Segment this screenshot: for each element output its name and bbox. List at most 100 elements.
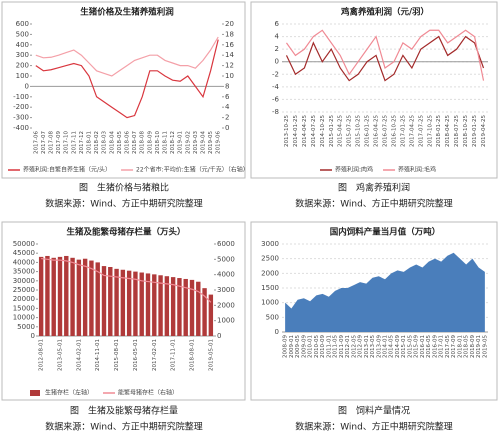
y2-tick-label: 2 xyxy=(225,114,229,122)
y2-tick-label: 18 xyxy=(225,30,234,38)
bar xyxy=(45,255,50,336)
x-tick-label: 2018-02 xyxy=(94,131,100,154)
x-tick-label: 2018-06 xyxy=(125,131,131,154)
y2-tick-label: 10 xyxy=(225,72,234,80)
bar xyxy=(139,272,144,336)
x-tick-label: 2014-01 xyxy=(383,335,389,358)
x-tick-label: 2018-01 xyxy=(87,131,93,154)
y-tick-label: 400 xyxy=(16,41,29,49)
x-tick-label: 2018-08-01 xyxy=(190,339,196,371)
x-tick-label: 2017-01 xyxy=(439,335,445,358)
bar xyxy=(202,288,207,336)
x-tick-label: 2013-09 xyxy=(376,335,382,358)
x-tick-label: 2014-07-25 xyxy=(311,115,317,147)
y2-tick-label: 20 xyxy=(225,20,234,28)
x-tick-label: 2014-01-25 xyxy=(293,115,299,147)
y-tick-label: 10000 xyxy=(13,314,35,322)
x-tick-label: 2009-05 xyxy=(295,335,301,358)
y2-tick-label: 16 xyxy=(225,41,234,49)
line xyxy=(35,36,219,77)
y2-tick-label: 8 xyxy=(225,82,229,90)
bar xyxy=(89,260,94,336)
y-tick-label: 50000 xyxy=(13,240,35,248)
bar xyxy=(158,275,163,336)
legend-label: 生猪存栏（左轴） xyxy=(45,389,93,397)
x-tick-label: 2016-05-01 xyxy=(133,339,139,371)
y-tick-label: 3000 xyxy=(261,240,279,248)
y-tick-label: 600 xyxy=(16,20,29,28)
x-tick-label: 2017-02-01 xyxy=(152,339,158,371)
x-tick-label: 2018-01 xyxy=(457,335,463,358)
y2-tick-label: 1000 xyxy=(217,317,235,325)
y2-tick-label: 0 xyxy=(225,124,229,132)
bar xyxy=(108,267,113,336)
x-tick-label: 2019-03 xyxy=(193,131,199,154)
source: 数据来源：Wind、方正中期研究院整理 xyxy=(45,421,203,433)
x-tick-label: 2016-09 xyxy=(432,335,438,358)
line xyxy=(285,29,485,81)
bar xyxy=(189,279,195,336)
bar xyxy=(64,255,69,336)
y2-tick-label: 0 xyxy=(217,332,221,340)
y-tick-label: -6 xyxy=(272,95,280,103)
bar xyxy=(145,273,151,336)
bar xyxy=(170,277,176,336)
x-tick-label: 2015-09 xyxy=(414,335,420,358)
y-tick-label: 1000 xyxy=(261,299,279,307)
y-tick-label: 25000 xyxy=(13,286,35,294)
legend-label: 22个省市:平均价:生猪（元/千克）（右轴） xyxy=(136,166,249,174)
bar xyxy=(114,268,119,336)
y-tick-label: 500 xyxy=(266,313,279,321)
x-tick-label: 2014-05 xyxy=(389,335,395,358)
y-tick-label: 20000 xyxy=(13,295,35,303)
x-tick-label: 2017-04-25 xyxy=(409,115,415,147)
bar xyxy=(57,256,63,336)
chart-title: 生猪及能繁母猪存栏量（万头） xyxy=(66,227,185,238)
chart-title: 生猪价格及生猪养殖利润 xyxy=(80,7,174,18)
x-tick-label: 2013-10-25 xyxy=(284,115,290,147)
y2-tick-label: 14 xyxy=(225,51,234,59)
caption: 图 鸡禽养殖利润 xyxy=(338,182,410,194)
y-tick-label: -200 xyxy=(13,103,29,111)
y-tick-label: 30000 xyxy=(13,277,35,285)
y-tick-label: 0 xyxy=(275,328,279,336)
x-tick-label: 2017-09 xyxy=(451,335,457,358)
x-tick-label: 2016-01 xyxy=(420,335,426,358)
x-tick-label: 2014-02-01 xyxy=(76,339,82,371)
bar xyxy=(76,259,82,336)
x-tick-label: 2017-11-01 xyxy=(171,339,177,371)
y-tick-label: 1500 xyxy=(261,284,279,292)
bar xyxy=(101,266,107,336)
bar xyxy=(70,257,75,336)
caption: 图 生猪价格与猪粮比 xyxy=(79,182,169,194)
panel-frame xyxy=(250,1,498,179)
y-tick-label: 5000 xyxy=(17,323,35,331)
y2-tick-label: 4000 xyxy=(217,271,235,279)
panel-frame xyxy=(1,221,246,401)
x-tick-label: 2019-01-25 xyxy=(472,115,478,147)
x-tick-label: 2017-12 xyxy=(79,131,85,154)
y2-tick-label: 3000 xyxy=(217,286,235,294)
y-tick-label: -300 xyxy=(13,114,29,122)
bar xyxy=(51,257,56,336)
x-tick-label: 2009-01 xyxy=(289,335,295,358)
y-tick-label: 0 xyxy=(25,82,29,90)
x-tick-label: 2018-09 xyxy=(147,131,153,154)
panel-frame xyxy=(1,1,246,179)
x-tick-label: 2019-01 xyxy=(476,335,482,358)
x-tick-label: 2018-04-25 xyxy=(445,115,451,147)
x-tick-label: 2012-01 xyxy=(345,335,351,358)
x-tick-label: 2013-01 xyxy=(364,335,370,358)
chart-title: 国内饲料产量当月值（万吨） xyxy=(330,227,441,238)
y-tick-label: 2000 xyxy=(261,269,279,277)
y2-tick-label: 6 xyxy=(225,93,230,101)
bar xyxy=(183,278,188,336)
x-tick-label: 2012-09 xyxy=(358,335,364,358)
legend-swatch xyxy=(30,390,40,396)
y-tick-label: 300 xyxy=(16,51,29,59)
x-tick-label: 2016-01-25 xyxy=(365,115,371,147)
x-tick-label: 2019-02 xyxy=(185,131,191,154)
x-tick-label: 2018-01-25 xyxy=(436,115,442,147)
x-tick-label: 2019-05 xyxy=(482,335,488,358)
